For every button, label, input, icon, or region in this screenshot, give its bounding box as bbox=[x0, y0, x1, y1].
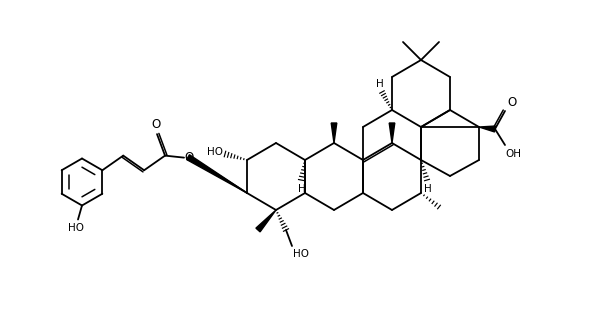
Text: HO: HO bbox=[207, 147, 223, 157]
Polygon shape bbox=[331, 123, 337, 143]
Text: O: O bbox=[185, 151, 194, 164]
Text: HO: HO bbox=[68, 223, 84, 233]
Polygon shape bbox=[187, 155, 247, 193]
Text: H: H bbox=[376, 79, 384, 89]
Text: O: O bbox=[507, 96, 516, 109]
Text: H: H bbox=[424, 184, 432, 194]
Text: OH: OH bbox=[505, 149, 521, 159]
Text: HO: HO bbox=[293, 249, 309, 259]
Text: H: H bbox=[298, 184, 306, 194]
Polygon shape bbox=[389, 123, 395, 143]
Text: O: O bbox=[152, 118, 161, 131]
Polygon shape bbox=[479, 126, 495, 132]
Polygon shape bbox=[256, 210, 276, 232]
